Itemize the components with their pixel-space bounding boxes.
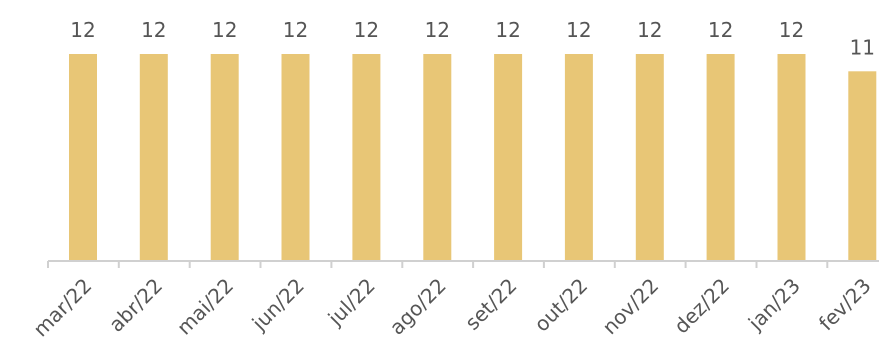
bar-fev-23 [848,71,877,262]
value-label: 12 [70,18,95,42]
x-axis-labels-group: mar/22 abr/22 mai/22 jun/22 jul/22 ago/22 set/… [28,273,875,341]
value-label: 12 [495,18,520,42]
bar-nov-22 [635,54,664,261]
x-tick-label: jun/22 [247,273,309,335]
value-label: 12 [141,18,166,42]
x-tick-label: mar/22 [28,273,96,341]
bar-abr-22 [139,54,168,261]
x-tick-label: jul/22 [323,273,380,330]
x-tick-label: out/22 [529,273,592,336]
x-tick-label: fev/23 [814,273,876,335]
value-labels-group: 12 12 12 12 12 12 12 12 12 12 12 11 [70,18,875,59]
x-tick-label: dez/22 [669,273,734,338]
value-label: 12 [354,18,379,42]
x-tick-label: ago/22 [385,273,451,339]
value-label: 12 [708,18,733,42]
x-tick-label: set/22 [460,273,521,334]
bar-jan-23 [777,54,806,261]
x-tick-label: abr/22 [104,273,167,336]
bar-out-22 [564,54,593,261]
value-label: 12 [637,18,662,42]
bars-group [69,54,877,262]
bar-mai-22 [210,54,239,261]
bar-ago-22 [423,54,452,261]
bar-dez-22 [706,54,735,261]
x-tick-label: nov/22 [598,273,664,339]
bar-jul-22 [352,54,381,261]
value-label: 12 [779,18,804,42]
x-axis-ticks-group [47,261,829,268]
value-label: 11 [850,35,875,59]
x-tick-label: mai/22 [172,273,238,339]
bar-set-22 [494,54,523,261]
value-label: 12 [283,18,308,42]
bar-mar-22 [69,54,97,261]
x-tick-label: jan/23 [743,273,805,335]
value-label: 12 [425,18,450,42]
value-label: 12 [566,18,591,42]
value-label: 12 [212,18,237,42]
bar-jun-22 [281,54,310,261]
